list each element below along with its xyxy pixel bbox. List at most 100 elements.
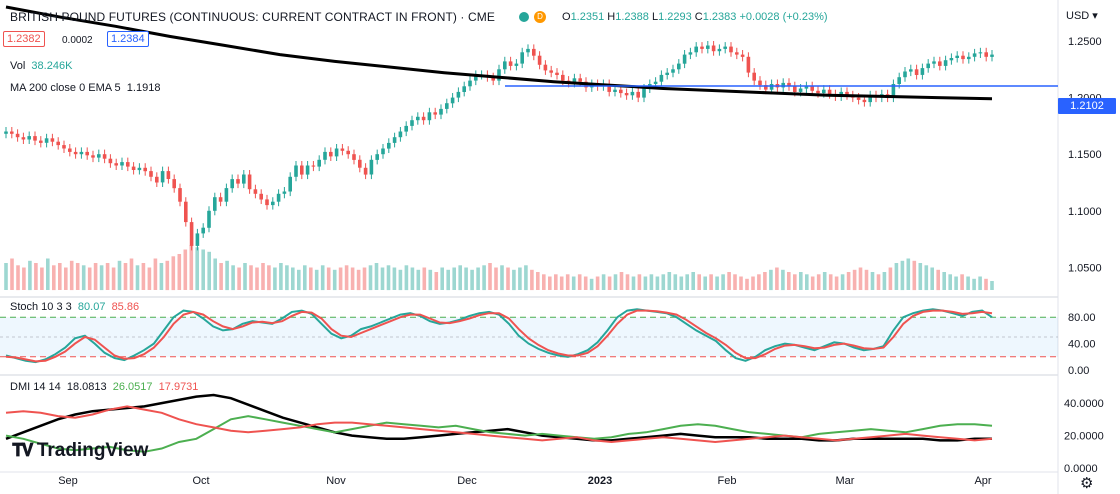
hline-price-badge[interactable]: 1.2102 (1058, 98, 1116, 114)
volume-bar (303, 265, 307, 291)
volume-bar (870, 272, 875, 290)
volume-bar (858, 267, 863, 290)
buy-price-button[interactable]: 1.2384 (107, 31, 149, 47)
volume-bar (10, 258, 14, 290)
volume-bar (129, 258, 134, 290)
candle-body (758, 80, 762, 86)
candle-body (810, 86, 814, 91)
volume-legend[interactable]: Vol 38.246K (10, 60, 72, 72)
volume-bar (607, 276, 612, 290)
volume-bar (279, 263, 283, 290)
candle-body (613, 89, 617, 92)
stoch-legend[interactable]: Stoch 10 3 3 80.07 85.86 (10, 301, 139, 313)
candle-body (184, 201, 188, 223)
candle-body (329, 151, 333, 157)
time-tick-label: 2023 (588, 475, 612, 487)
candle-body (143, 167, 147, 172)
stoch-tick-label: 40.00 (1068, 339, 1096, 351)
stoch-d-line (5, 309, 993, 363)
volume-bar (392, 267, 397, 290)
volume-bar (542, 274, 546, 290)
candle-body (358, 159, 362, 168)
volume-bar (416, 269, 421, 291)
volume-bar (362, 267, 367, 290)
volume-bar (781, 269, 785, 291)
volume-bar (231, 265, 235, 291)
market-status-icon[interactable] (519, 12, 529, 22)
volume-bar (679, 276, 684, 290)
candle-body (439, 108, 443, 115)
volume-bar (691, 272, 695, 290)
dmi-legend[interactable]: DMI 14 14 18.0813 26.0517 17.9731 (10, 381, 198, 393)
delayed-data-icon[interactable]: D (534, 11, 546, 23)
candle-body (862, 99, 867, 103)
volume-bar (398, 269, 403, 291)
volume-bar (261, 263, 265, 290)
volume-bar (697, 274, 701, 290)
volume-bar (793, 274, 797, 290)
candle-body (503, 61, 507, 70)
candle-body (21, 137, 26, 140)
candle-body (160, 171, 165, 183)
volume-bar (249, 265, 253, 291)
time-tick-label: Oct (192, 475, 209, 487)
candle-body (932, 61, 936, 64)
candle-body (706, 45, 710, 49)
candle-body (624, 93, 629, 96)
tradingview-logo[interactable]: 𝐓𝐕 TradingView (12, 440, 148, 462)
candle-body (27, 136, 31, 140)
ma-legend[interactable]: MA 200 close 0 EMA 5 1.1918 (10, 82, 160, 94)
volume-bar (613, 274, 618, 290)
candle-body (381, 148, 385, 155)
candle-body (909, 69, 913, 72)
volume-bar (135, 265, 140, 291)
candle-body (375, 154, 379, 160)
volume-bar (285, 265, 289, 291)
candle-body (764, 85, 768, 90)
open-value: 1.2351 (570, 11, 605, 23)
volume-bar (799, 272, 803, 290)
price-tick-label: 1.0500 (1068, 262, 1102, 274)
stoch-panel: 80.00 40.00 0.00 (0, 308, 1096, 377)
volume-bar (69, 260, 74, 291)
volume-bar (297, 269, 301, 291)
candle-body (56, 141, 60, 146)
volume-bar (87, 267, 92, 290)
candle-body (126, 162, 130, 167)
volume-bar (320, 265, 325, 291)
candle-body (91, 155, 95, 158)
candle-body (926, 63, 930, 69)
candle-body (723, 46, 727, 49)
volume-bar (655, 276, 660, 290)
candle-body (450, 97, 455, 104)
candle-body (903, 71, 907, 78)
tradingview-logo-text: TradingView (36, 440, 149, 461)
ma-200-ema-line (5, 5, 993, 101)
volume-bar (840, 274, 845, 290)
volume-bar (637, 274, 642, 290)
sell-price-button[interactable]: 1.2382 (3, 31, 45, 47)
volume-bar (350, 267, 355, 290)
time-tick-label: Dec (457, 475, 477, 487)
settings-gear-icon[interactable]: ⚙ (1080, 475, 1094, 492)
volume-bar (816, 274, 821, 290)
volume-bar (446, 269, 450, 291)
candle-body (868, 95, 872, 103)
candle-body (514, 63, 519, 66)
candle-body (4, 131, 8, 134)
candle-body (972, 53, 977, 57)
candle-body (189, 222, 194, 246)
candle-body (630, 91, 635, 96)
currency-selector[interactable]: USD ▾ (1066, 9, 1098, 22)
low-value: 1.2293 (658, 11, 692, 23)
volume-bar (99, 265, 104, 291)
candle-body (108, 158, 113, 164)
dmi-plus-di-line (5, 415, 993, 453)
candle-body (729, 46, 733, 53)
volume-bar (440, 267, 444, 290)
candle-body (537, 55, 542, 65)
candle-body (149, 171, 153, 177)
